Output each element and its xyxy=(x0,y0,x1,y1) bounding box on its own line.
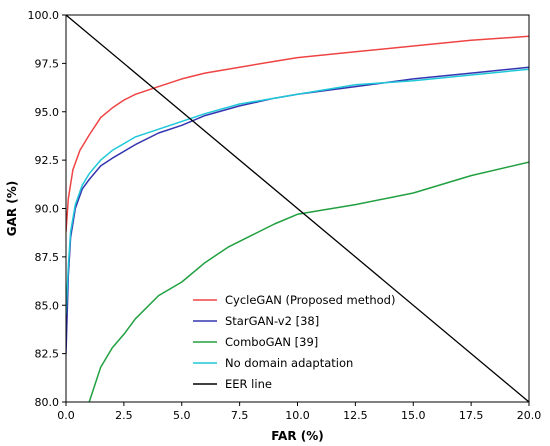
x-axis-ticks: 0.0 2.5 5.0 7.5 10.0 12.5 15.0 17.5 20.0 xyxy=(57,402,541,422)
x-tick-label: 12.5 xyxy=(343,409,368,422)
y-tick-label: 95.0 xyxy=(35,106,60,119)
y-tick-label: 90.0 xyxy=(35,203,60,216)
x-tick-label: 15.0 xyxy=(401,409,426,422)
y-tick-label: 97.5 xyxy=(35,57,60,70)
y-tick-label: 87.5 xyxy=(35,251,60,264)
y-tick-label: 92.5 xyxy=(35,154,60,167)
legend-label: StarGAN-v2 [38] xyxy=(225,314,319,328)
y-tick-label: 80.0 xyxy=(35,396,60,409)
series-line-0 xyxy=(66,35,529,232)
x-tick-label: 10.0 xyxy=(285,409,310,422)
legend-label: ComboGAN [39] xyxy=(225,335,318,349)
y-tick-label: 82.5 xyxy=(35,348,60,361)
x-tick-label: 2.5 xyxy=(115,409,133,422)
x-tick-label: 5.0 xyxy=(173,409,191,422)
legend-label: No domain adaptation xyxy=(225,356,353,370)
series-line-2 xyxy=(88,161,529,402)
y-axis-ticks: 80.0 82.5 85.0 87.5 90.0 92.5 95.0 97.5 100.0 xyxy=(28,9,66,409)
series-line-3 xyxy=(66,68,529,315)
series-line-4 xyxy=(66,15,529,402)
y-tick-label: 100.0 xyxy=(28,9,60,22)
legend-label: EER line xyxy=(225,377,272,391)
x-tick-label: 0.0 xyxy=(57,409,75,422)
x-tick-label: 17.5 xyxy=(459,409,484,422)
x-tick-label: 20.0 xyxy=(517,409,542,422)
y-axis-label: GAR (%) xyxy=(5,181,19,237)
y-tick-label: 85.0 xyxy=(35,299,60,312)
x-axis-label: FAR (%) xyxy=(271,429,324,443)
legend: CycleGAN (Proposed method) StarGAN-v2 [38… xyxy=(193,293,395,391)
series-line-1 xyxy=(66,66,529,354)
x-tick-label: 7.5 xyxy=(231,409,249,422)
legend-label: CycleGAN (Proposed method) xyxy=(225,293,395,307)
